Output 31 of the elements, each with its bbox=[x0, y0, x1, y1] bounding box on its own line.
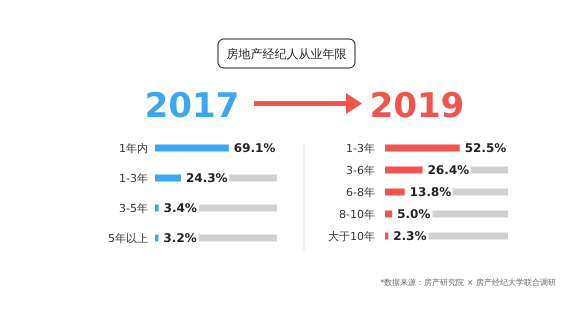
data-label: 5.0% bbox=[397, 207, 430, 221]
data-label: 24.3% bbox=[186, 171, 228, 185]
bar bbox=[155, 174, 181, 182]
bar bbox=[385, 232, 388, 240]
chart-subtitle: 2019 bbox=[370, 86, 464, 126]
data-label: 13.8% bbox=[410, 185, 452, 199]
data-label: 3.4% bbox=[164, 201, 197, 215]
bar bbox=[385, 210, 392, 218]
y-tick-label: 1年内 bbox=[119, 142, 148, 155]
text: 房地产经纪人从业年限 bbox=[226, 47, 346, 61]
y-tick-label: 6-8年 bbox=[346, 186, 375, 199]
chart-subtitle: 2017 bbox=[144, 86, 240, 126]
y-tick-label: 3-6年 bbox=[346, 164, 375, 177]
y-tick-label: 1-3年 bbox=[119, 172, 148, 185]
data-label: 52.5% bbox=[464, 141, 506, 155]
y-tick-label: 大于10年 bbox=[328, 230, 375, 243]
text: *数据来源：房产研究院 × 房产经纪大学联合调研 bbox=[380, 278, 556, 287]
bar bbox=[385, 144, 460, 152]
bar bbox=[385, 188, 405, 196]
data-label: 3.2% bbox=[163, 231, 197, 245]
y-tick-label: 1-3年 bbox=[346, 142, 375, 155]
bar bbox=[155, 204, 159, 212]
data-label: 2.3% bbox=[393, 229, 427, 243]
bar bbox=[385, 166, 423, 174]
bar bbox=[155, 144, 229, 152]
y-tick-label: 3-5年 bbox=[119, 202, 148, 215]
data-label: 69.1% bbox=[234, 141, 276, 155]
bar bbox=[155, 234, 158, 242]
y-tick-label: 5年以上 bbox=[108, 232, 148, 245]
y-tick-label: 8-10年 bbox=[339, 208, 375, 221]
data-label: 26.4% bbox=[428, 163, 470, 177]
